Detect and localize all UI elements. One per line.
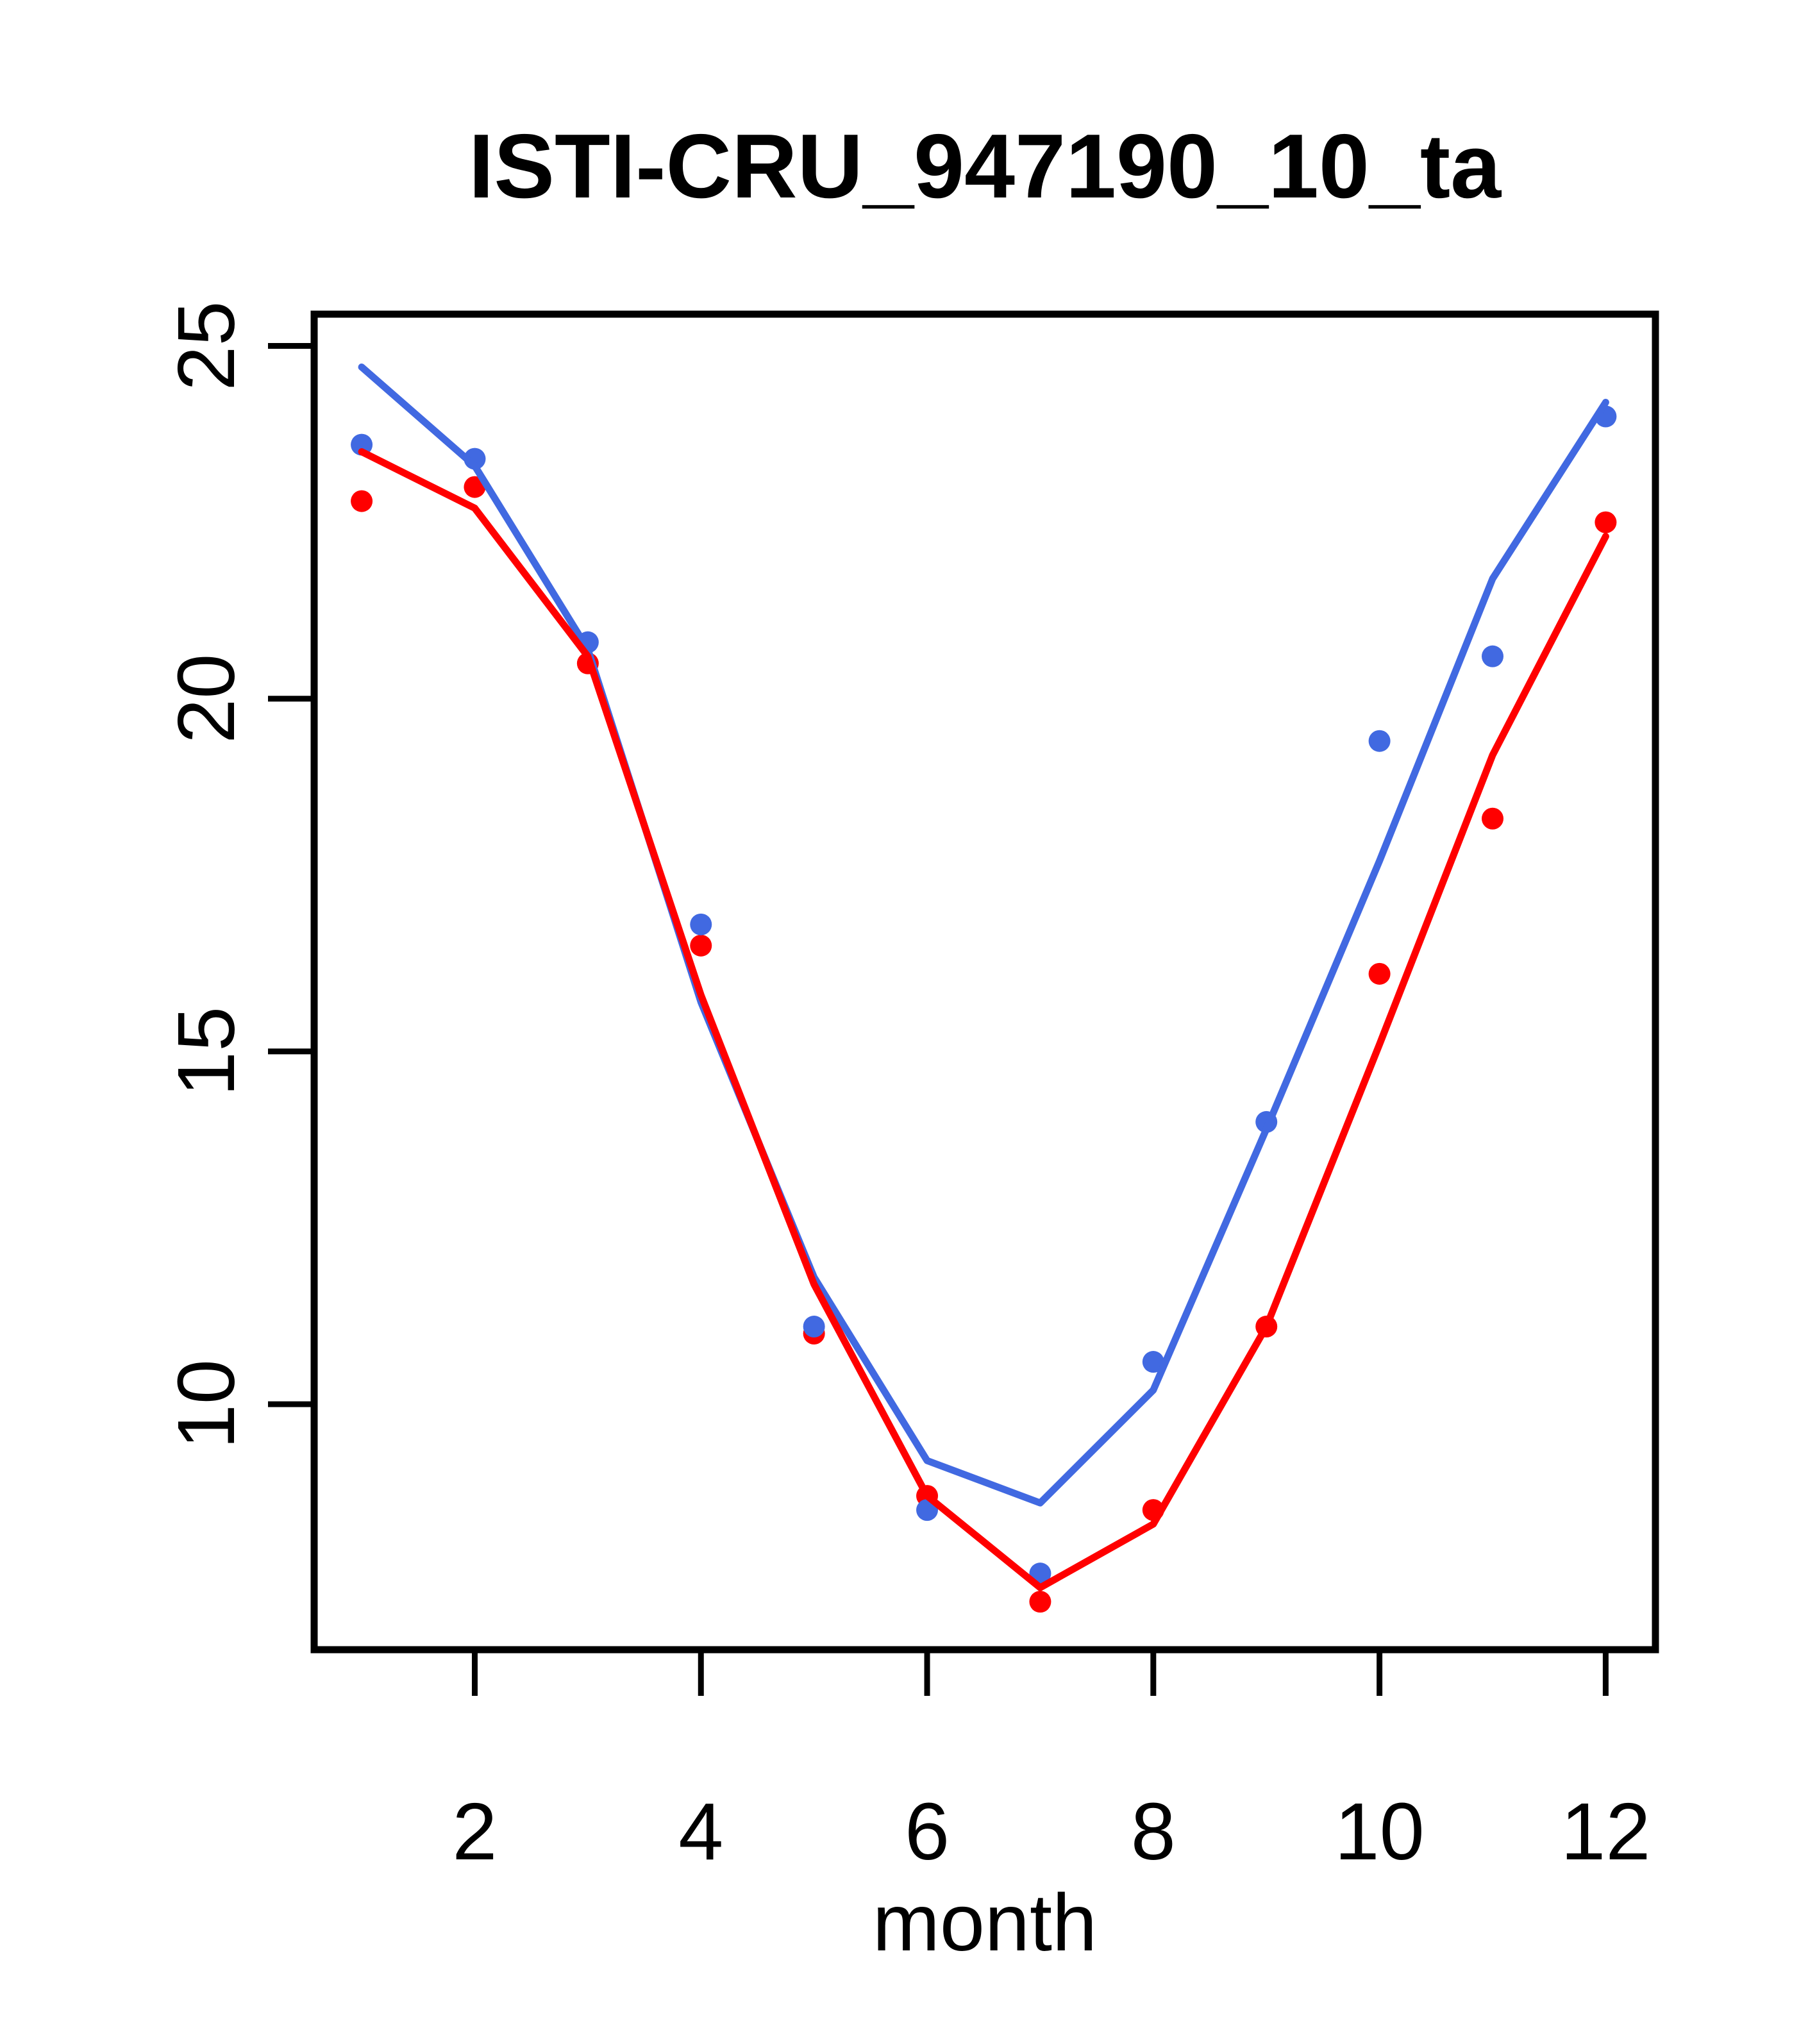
blue-points-marker: [351, 433, 373, 456]
red-points-marker: [351, 490, 373, 512]
y-axis: 10 15 20 25: [161, 301, 314, 1449]
chart-title: ISTI-CRU_947190_10_ta: [469, 115, 1502, 217]
red-points-marker: [464, 476, 486, 498]
x-tick-label: 4: [678, 1786, 723, 1877]
y-tick-label: 20: [161, 654, 251, 744]
x-tick-label: 12: [1561, 1786, 1650, 1877]
red-points-marker: [1595, 511, 1617, 533]
series-layer: [351, 364, 1617, 1613]
x-axis: 2 4 6 8 10 12: [452, 1650, 1650, 1877]
red-points-marker: [1029, 1591, 1051, 1613]
red-points-marker: [690, 934, 712, 957]
y-tick-label: 25: [161, 301, 251, 390]
blue-points-marker: [690, 913, 712, 935]
blue-points-marker: [1142, 1351, 1164, 1373]
red-points: [351, 476, 1617, 1613]
y-tick-label: 15: [161, 1007, 251, 1096]
x-tick-label: 8: [1131, 1786, 1176, 1877]
blue-line: [358, 364, 1609, 1507]
x-tick-label: 2: [452, 1786, 497, 1877]
x-tick-label: 6: [905, 1786, 950, 1877]
blue-points-marker: [803, 1316, 825, 1338]
red-points-marker: [1368, 962, 1391, 985]
x-tick-label: 10: [1335, 1786, 1425, 1877]
blue-points: [351, 405, 1617, 1585]
red-line: [358, 448, 1609, 1591]
x-axis-label: month: [873, 1877, 1097, 1968]
y-tick-label: 10: [161, 1359, 251, 1449]
red-points-marker: [1481, 807, 1503, 830]
blue-points-marker: [1368, 730, 1391, 752]
plot-box: [310, 310, 1659, 1654]
blue-points-marker: [1481, 645, 1503, 667]
